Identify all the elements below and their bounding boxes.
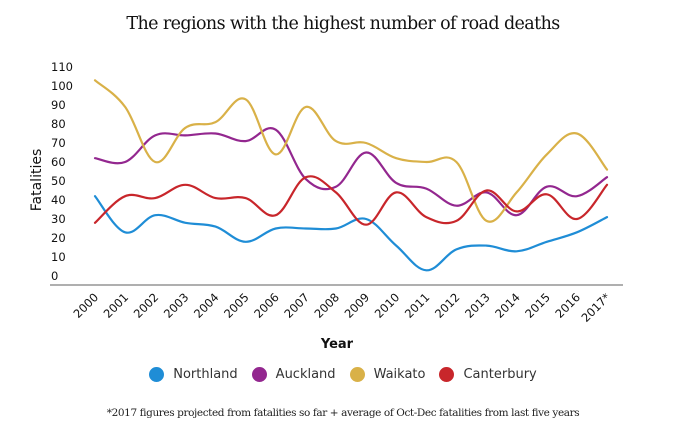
y-tick-label: 40 xyxy=(51,193,66,207)
x-tick-label: 2003 xyxy=(161,290,192,321)
x-tick-label: 2011 xyxy=(402,290,433,321)
x-tick-label: 2009 xyxy=(342,290,373,321)
series-lines xyxy=(93,79,609,272)
y-tick-label: 110 xyxy=(51,60,73,74)
x-tick-label: 2000 xyxy=(71,290,102,321)
x-tick-label: 2015 xyxy=(522,290,553,321)
series-line-waikato xyxy=(93,79,609,223)
legend-item-waikato[interactable]: Waikato xyxy=(349,367,426,382)
x-tick-label: 2008 xyxy=(311,290,342,321)
y-tick-label: 100 xyxy=(51,79,73,93)
legend-marker-icon xyxy=(439,367,455,382)
y-tick-label: 70 xyxy=(51,136,66,150)
x-axis-ticks: 2000 2001 2002 2003 2004 2005 2006 2007 2008 2009… xyxy=(71,290,614,325)
legend: Northland Auckland Waikato Canterbury xyxy=(0,367,686,382)
x-tick-label: 2014 xyxy=(492,290,523,321)
footnote: *2017 figures projected from fatalities … xyxy=(106,407,580,419)
legend-label: Northland xyxy=(173,367,238,382)
y-tick-label: 30 xyxy=(51,212,66,226)
x-tick-label: 2007 xyxy=(281,290,312,321)
legend-label: Auckland xyxy=(275,367,336,382)
x-tick-label: 2006 xyxy=(251,290,282,321)
y-tick-label: 90 xyxy=(51,98,66,112)
x-tick-label: 2005 xyxy=(221,290,252,321)
x-tick-label: 2017* xyxy=(578,290,613,325)
x-tick-label: 2012 xyxy=(432,290,463,321)
x-tick-label: 2002 xyxy=(131,290,162,321)
y-tick-label: 50 xyxy=(51,174,66,188)
legend-label: Waikato xyxy=(373,367,426,382)
legend-item-auckland[interactable]: Auckland xyxy=(251,367,336,382)
x-tick-label: 2010 xyxy=(372,290,403,321)
x-tick-label: 2001 xyxy=(101,290,132,321)
y-axis-ticks: 0 10 20 30 40 50 60 70 80 90 100 110 xyxy=(51,60,73,283)
y-tick-label: 80 xyxy=(51,117,66,131)
legend-marker-icon xyxy=(251,367,267,382)
chart-title: The regions with the highest number of r… xyxy=(126,14,560,34)
x-tick-label: 2013 xyxy=(462,290,493,321)
x-tick-label: 2004 xyxy=(191,290,222,321)
y-tick-label: 20 xyxy=(51,231,66,245)
legend-item-northland[interactable]: Northland xyxy=(149,367,238,382)
legend-item-canterbury[interactable]: Canterbury xyxy=(439,367,537,382)
y-tick-label: 60 xyxy=(51,155,66,169)
y-tick-label: 10 xyxy=(51,250,66,264)
series-line-northland xyxy=(93,195,609,272)
x-axis-title: Year xyxy=(320,337,354,352)
legend-marker-icon xyxy=(149,367,165,382)
y-tick-label: 0 xyxy=(51,269,58,283)
series-line-canterbury xyxy=(93,175,609,226)
legend-marker-icon xyxy=(349,367,365,382)
series-line-auckland xyxy=(93,127,609,217)
y-axis-title: Fatalities xyxy=(29,149,45,211)
legend-label: Canterbury xyxy=(463,367,537,382)
